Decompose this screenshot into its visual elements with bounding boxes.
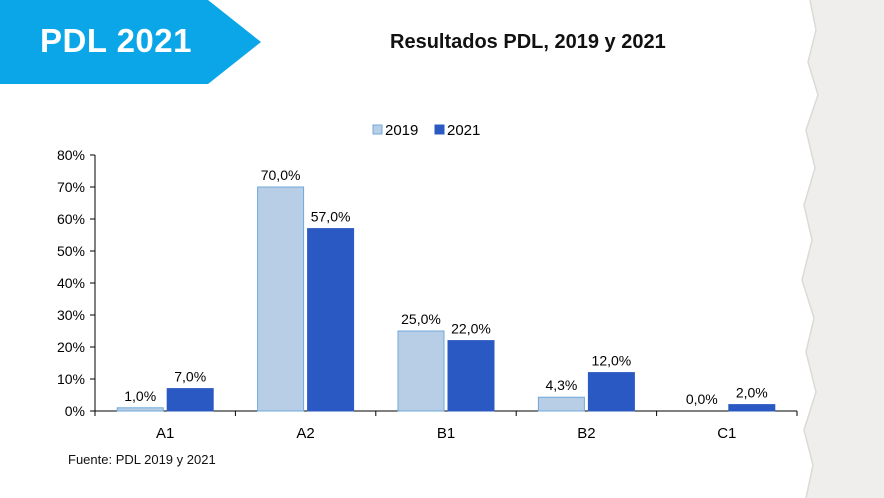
data-label-2019-c1: 0,0% bbox=[686, 391, 718, 407]
data-label-2019-a1: 1,0% bbox=[124, 388, 156, 404]
y-tick-label: 70% bbox=[57, 179, 85, 195]
data-label-2019-b1: 25,0% bbox=[401, 311, 441, 327]
y-tick-label: 20% bbox=[57, 339, 85, 355]
x-axis: A1 A2 B1 B2 C1 bbox=[94, 410, 798, 442]
bar-2021-c1 bbox=[728, 404, 776, 412]
x-tick-label-b1: B1 bbox=[437, 425, 455, 442]
title-badge: PDL 2021 bbox=[0, 0, 262, 84]
chart-legend: 2019 2021 bbox=[372, 122, 480, 139]
legend-swatch-2021 bbox=[434, 124, 445, 135]
slide-title: Resultados PDL, 2019 y 2021 bbox=[390, 31, 666, 53]
bar-2019-b2 bbox=[537, 396, 585, 412]
bar-2021-a2 bbox=[307, 228, 355, 412]
bar-2019-a2 bbox=[257, 186, 305, 412]
y-axis: 0% 10% 20% 30% 40% 50% 60% 70% 80% bbox=[57, 147, 96, 419]
y-tick-label: 0% bbox=[65, 403, 85, 419]
badge-label: PDL 2021 bbox=[40, 22, 192, 59]
data-label-2021-b2: 12,0% bbox=[592, 353, 632, 369]
legend-label-2019: 2019 bbox=[385, 122, 418, 139]
legend-swatch-2019 bbox=[372, 124, 383, 135]
legend-label-2021: 2021 bbox=[447, 122, 480, 139]
y-tick-label: 80% bbox=[57, 147, 85, 163]
data-label-2021-a2: 57,0% bbox=[311, 209, 351, 225]
y-tick-label: 60% bbox=[57, 211, 85, 227]
bar-2021-b2 bbox=[587, 372, 635, 412]
data-label-2019-a2: 70,0% bbox=[261, 167, 301, 183]
y-tick-label: 30% bbox=[57, 307, 85, 323]
data-label-2021-b1: 22,0% bbox=[451, 321, 491, 337]
badge-arrow-shape bbox=[0, 0, 261, 84]
y-tick-label: 10% bbox=[57, 371, 85, 387]
x-tick-label-c1: C1 bbox=[717, 425, 736, 442]
y-tick-label: 40% bbox=[57, 275, 85, 291]
bar-2021-b1 bbox=[447, 340, 495, 412]
data-label-2021-c1: 2,0% bbox=[736, 385, 768, 401]
x-tick-label-a2: A2 bbox=[296, 425, 314, 442]
source-note: Fuente: PDL 2019 y 2021 bbox=[68, 452, 216, 467]
bar-2019-b1 bbox=[397, 330, 445, 412]
torn-paper-edge bbox=[801, 0, 884, 498]
y-tick-label: 50% bbox=[57, 243, 85, 259]
bar-series: 1,0% 70,0% 25,0% 4,3% 0,0% 7,0% 57,0% 22,0% 12,0… bbox=[116, 167, 776, 412]
x-tick-label-b2: B2 bbox=[577, 425, 595, 442]
data-label-2021-a1: 7,0% bbox=[174, 369, 206, 385]
bar-2021-a1 bbox=[166, 388, 214, 412]
bar-2019-a1 bbox=[116, 407, 164, 412]
x-tick-label-a1: A1 bbox=[156, 425, 174, 442]
data-label-2019-b2: 4,3% bbox=[545, 377, 577, 393]
